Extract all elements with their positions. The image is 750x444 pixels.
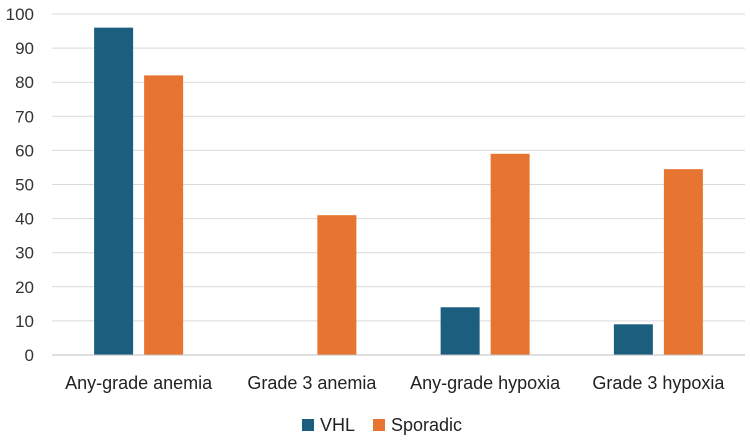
- y-tick-label: 90: [15, 39, 34, 58]
- category-label: Grade 3 anemia: [247, 373, 377, 393]
- x-axis-category-labels: Any-grade anemia Grade 3 anemia Any-grade …: [65, 373, 725, 393]
- bar-vhl-3: [613, 324, 653, 355]
- y-tick-label: 20: [15, 278, 34, 297]
- legend-swatch-vhl: [302, 419, 314, 431]
- bar-vhl-0: [94, 27, 134, 355]
- y-tick-label: 30: [15, 244, 34, 263]
- category-label: Any-grade hypoxia: [410, 373, 561, 393]
- legend-label-vhl: VHL: [320, 415, 355, 435]
- bar-sporadic-3: [663, 169, 703, 355]
- y-tick-label: 100: [6, 5, 34, 24]
- y-tick-label: 0: [25, 346, 34, 365]
- y-tick-label: 50: [15, 176, 34, 195]
- y-tick-label: 70: [15, 107, 34, 126]
- bar-sporadic-2: [490, 153, 530, 355]
- legend: VHL Sporadic: [302, 415, 462, 435]
- bar-sporadic-0: [144, 75, 184, 355]
- legend-label-sporadic: Sporadic: [391, 415, 462, 435]
- y-tick-label: 40: [15, 210, 34, 229]
- y-tick-label: 10: [15, 312, 34, 331]
- category-label: Grade 3 hypoxia: [592, 373, 725, 393]
- bar-sporadic-1: [317, 215, 357, 355]
- y-tick-label: 60: [15, 141, 34, 160]
- y-axis-ticks: 0 10 20 30 40 50 60 70 80 90 100: [6, 5, 34, 365]
- bars: [94, 27, 703, 355]
- legend-swatch-sporadic: [373, 419, 385, 431]
- bar-vhl-2: [440, 307, 480, 355]
- y-tick-label: 80: [15, 73, 34, 92]
- category-label: Any-grade anemia: [65, 373, 213, 393]
